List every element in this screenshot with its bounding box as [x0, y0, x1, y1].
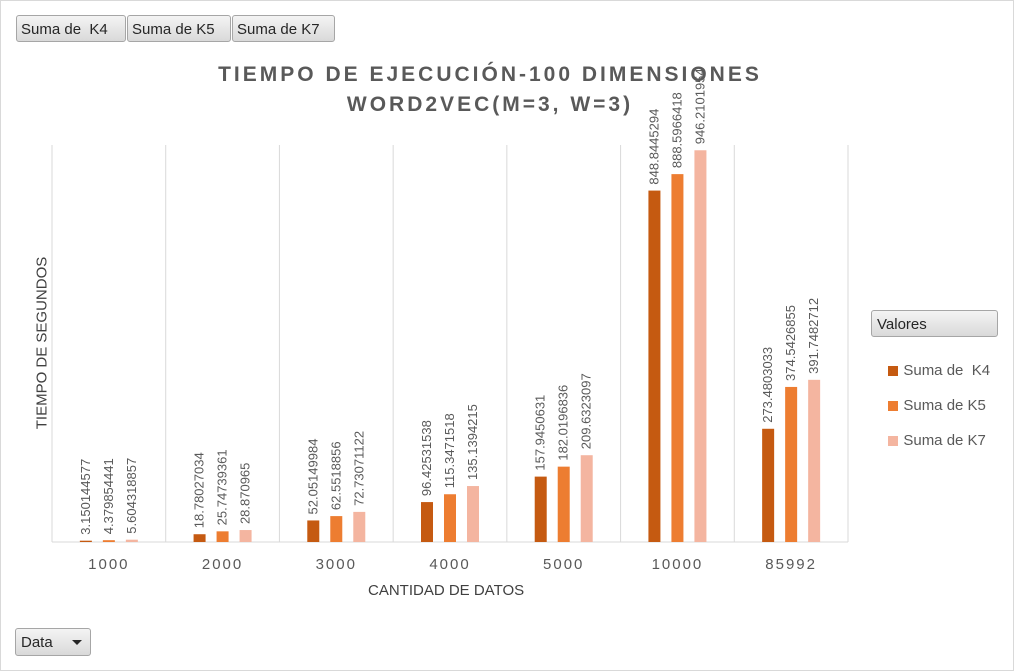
data-label: 273.4803033 [760, 347, 775, 423]
data-label: 52.05149984 [305, 439, 320, 515]
bar [125, 539, 138, 542]
data-label: 28.870965 [238, 463, 253, 524]
legend-swatch-k5 [888, 401, 899, 412]
data-label: 391.7482712 [806, 298, 821, 374]
data-dropdown-label: Data [21, 634, 53, 651]
bar [785, 386, 798, 542]
x-tick-label: 85992 [765, 556, 817, 573]
bar [808, 379, 821, 542]
chart-subtitle: WORD2VEC(M=3, W=3) [346, 93, 634, 116]
legend-item-k7: Suma de K7 [880, 415, 986, 449]
data-label: 72.73071122 [351, 431, 366, 506]
bar [193, 534, 206, 542]
x-tick-label: 3000 [316, 556, 357, 573]
bar [421, 502, 433, 542]
data-label: 135.1394215 [465, 404, 480, 480]
x-tick-label: 2000 [202, 556, 243, 573]
data-dropdown-button[interactable]: Data [15, 628, 91, 656]
bar [239, 530, 252, 542]
bar [694, 150, 707, 542]
filter-button-k4[interactable]: Suma de K4 [16, 15, 126, 42]
data-label: 4.379854441 [101, 458, 116, 534]
filter-button-k7[interactable]: Suma de K7 [232, 15, 335, 42]
legend-label-k4: Suma de K4 [903, 362, 991, 379]
data-label: 182.0196836 [556, 385, 571, 461]
data-label: 946.2101954 [692, 68, 707, 144]
data-label: 96.42531538 [419, 420, 434, 496]
bar [444, 494, 456, 542]
bar [557, 466, 570, 542]
bar [580, 455, 593, 542]
data-label: 3.150144577 [78, 459, 93, 535]
y-axis-title: TIEMPO DE SEGUNDOS [33, 256, 51, 430]
data-label: 157.9450631 [533, 395, 548, 471]
bar [102, 540, 115, 542]
x-tick-label: 4000 [429, 556, 470, 573]
data-label: 115.3471518 [442, 413, 457, 488]
bar [353, 511, 366, 542]
legend-swatch-k7 [888, 436, 899, 447]
bar [671, 174, 684, 543]
x-tick-label: 10000 [652, 556, 704, 573]
bar [762, 428, 775, 542]
data-label: 18.78027034 [192, 452, 207, 528]
bar [467, 486, 479, 542]
legend-label-k5: Suma de K5 [903, 397, 986, 414]
legend-swatch-k4 [888, 366, 899, 377]
x-tick-label: 5000 [543, 556, 584, 573]
x-tick-label: 1000 [88, 556, 129, 573]
data-label: 848.8445294 [646, 109, 661, 185]
bar [79, 540, 92, 542]
legend-item-k4: Suma de K4 [880, 345, 990, 379]
bar [216, 531, 229, 542]
data-label: 25.74739361 [215, 449, 230, 525]
legend-header-button[interactable]: Valores [871, 310, 998, 337]
chevron-down-icon[interactable] [72, 640, 82, 645]
bar [648, 190, 661, 542]
bar [330, 516, 343, 542]
data-label: 209.6323097 [579, 373, 594, 449]
bar [534, 476, 547, 542]
legend-item-k5: Suma de K5 [880, 380, 986, 414]
bar [307, 520, 320, 542]
data-label: 5.604318857 [124, 458, 139, 534]
data-label: 374.5426855 [783, 305, 798, 381]
chart-title: TIEMPO DE EJECUCIÓN-100 DIMENSIONES [218, 63, 762, 86]
legend-label-k7: Suma de K7 [903, 432, 986, 449]
data-label: 62.5518856 [328, 441, 343, 510]
data-label: 888.5966418 [669, 92, 684, 168]
filter-button-k5[interactable]: Suma de K5 [127, 15, 231, 42]
x-axis-title: CANTIDAD DE DATOS [368, 582, 525, 599]
